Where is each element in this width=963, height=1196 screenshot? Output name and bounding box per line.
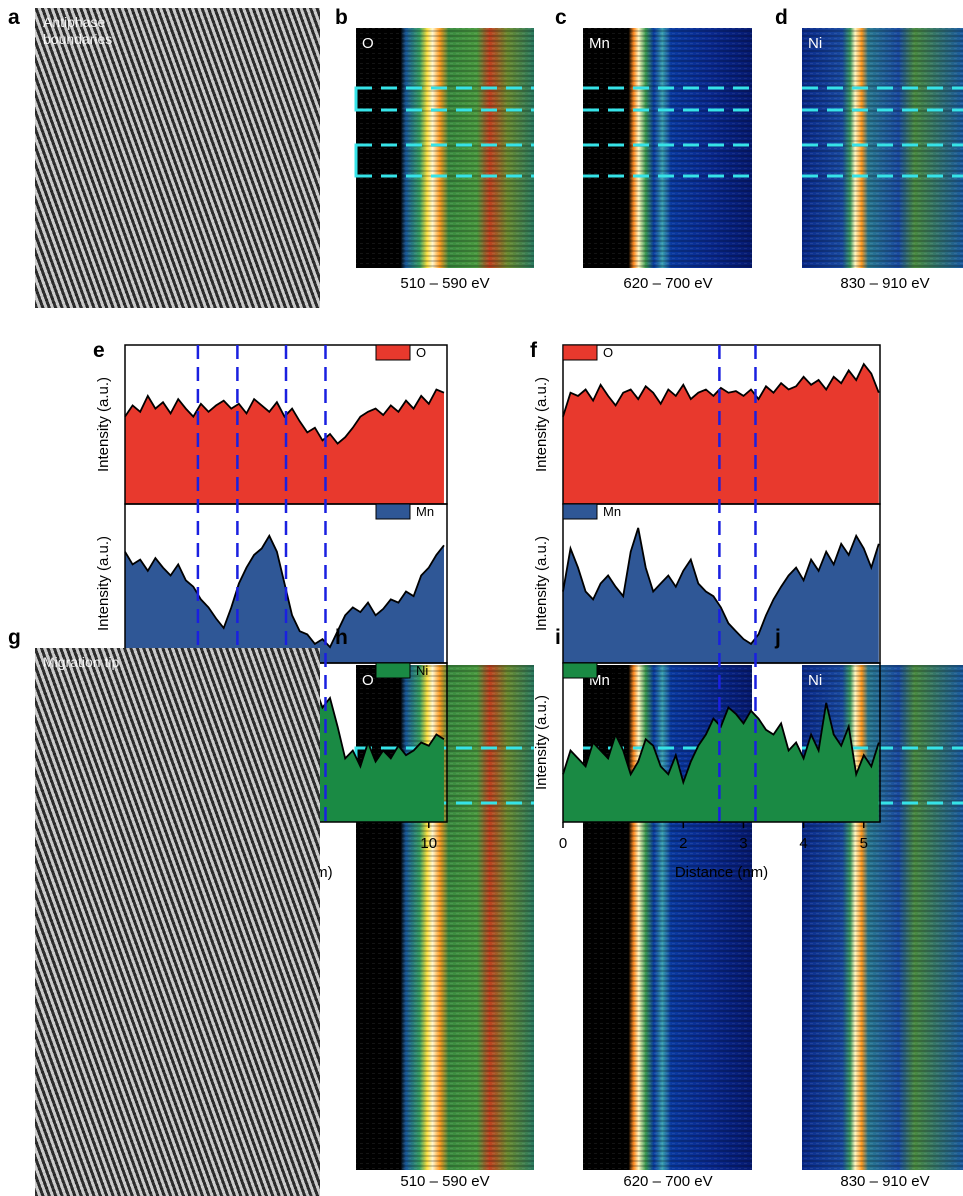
subplot-frame bbox=[562, 662, 881, 823]
bracket bbox=[354, 86, 364, 112]
legend-label: O bbox=[603, 345, 613, 360]
element-label: O bbox=[362, 672, 374, 689]
y-axis-label: Intensity (a.u.) bbox=[533, 695, 550, 790]
profile-line bbox=[124, 388, 445, 445]
legend-label: O bbox=[416, 345, 426, 360]
legend-label: Ni bbox=[416, 663, 428, 678]
x-tick-label: 1 bbox=[619, 835, 627, 852]
y-axis-label: Intensity (a.u.) bbox=[95, 536, 112, 631]
x-tick-label: 4 bbox=[799, 835, 807, 852]
panel-label: j bbox=[775, 626, 781, 649]
panel-label: d bbox=[775, 6, 788, 29]
eels-noise bbox=[802, 28, 963, 268]
element-label: Ni bbox=[808, 672, 822, 689]
stem-image: Antiphase boundaries bbox=[35, 8, 320, 308]
panel-label: f bbox=[530, 339, 538, 362]
panel-label: b bbox=[335, 6, 348, 29]
energy-range: 510 – 590 eV bbox=[400, 1173, 489, 1190]
y-axis-label: Intensity (a.u.) bbox=[533, 536, 550, 631]
profile-line bbox=[562, 527, 880, 646]
panel-label: i bbox=[555, 626, 561, 649]
profile-line bbox=[562, 702, 880, 786]
legend-swatch bbox=[375, 662, 411, 679]
x-tick-label: 3 bbox=[739, 835, 747, 852]
x-tick-label: 8 bbox=[364, 835, 372, 852]
legend-swatch bbox=[562, 503, 598, 520]
energy-range: 830 – 910 eV bbox=[840, 275, 929, 292]
image-caption: Antiphase boundaries bbox=[43, 14, 113, 47]
legend-label: Mn bbox=[416, 504, 434, 519]
legend-swatch bbox=[562, 344, 598, 361]
stem-image: Migration tip bbox=[35, 648, 320, 1196]
area bbox=[563, 702, 879, 822]
image-panels bbox=[356, 28, 963, 1170]
legend-label: Ni bbox=[603, 663, 615, 678]
legend-swatch bbox=[562, 662, 598, 679]
y-axis-label: Intensity (a.u.) bbox=[95, 377, 112, 472]
x-tick-label: 10 bbox=[420, 835, 437, 852]
energy-range: 620 – 700 eV bbox=[623, 1173, 712, 1190]
area bbox=[125, 389, 444, 504]
eels-noise bbox=[356, 665, 534, 1170]
legend-swatch bbox=[375, 344, 411, 361]
panel-label: h bbox=[335, 626, 348, 649]
panel-label: e bbox=[93, 339, 105, 362]
energy-range: 510 – 590 eV bbox=[400, 275, 489, 292]
x-tick-label: 5 bbox=[860, 835, 868, 852]
energy-range: 830 – 910 eV bbox=[840, 1173, 929, 1190]
element-label: Mn bbox=[589, 35, 610, 52]
legend-swatch bbox=[375, 503, 411, 520]
x-tick-label: 2 bbox=[679, 835, 687, 852]
area bbox=[563, 364, 879, 504]
x-axis-label: Distance (nm) bbox=[675, 864, 768, 881]
element-label: Ni bbox=[808, 35, 822, 52]
legend-label: Mn bbox=[603, 504, 621, 519]
x-tick-label: 0 bbox=[559, 835, 567, 852]
profile-line bbox=[562, 362, 880, 417]
profile-line bbox=[124, 533, 445, 649]
eels-noise bbox=[583, 28, 752, 268]
element-label: O bbox=[362, 35, 374, 52]
eels-noise bbox=[356, 28, 534, 268]
panel-label: c bbox=[555, 6, 567, 29]
panel-label: g bbox=[8, 626, 21, 649]
energy-range: 620 – 700 eV bbox=[623, 275, 712, 292]
panel-label: a bbox=[8, 6, 20, 29]
area bbox=[125, 535, 444, 663]
bracket bbox=[354, 143, 364, 178]
area bbox=[563, 527, 879, 663]
y-axis-label: Intensity (a.u.) bbox=[533, 377, 550, 472]
image-caption: Migration tip bbox=[43, 654, 120, 670]
